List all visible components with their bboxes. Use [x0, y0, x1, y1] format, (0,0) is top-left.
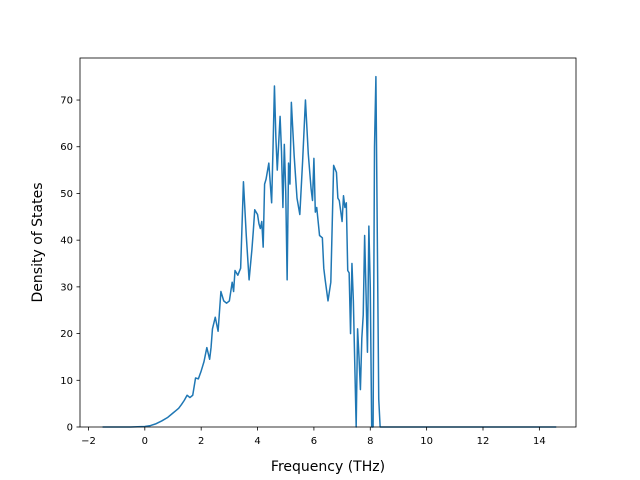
y-tick-label: 10 [60, 376, 73, 387]
y-tick-label: 60 [60, 142, 73, 153]
y-tick-label: 50 [60, 189, 73, 200]
x-tick-label: 0 [142, 436, 148, 447]
x-tick-label: 4 [254, 436, 260, 447]
x-tick-label: 10 [420, 436, 433, 447]
y-tick-label: 30 [60, 282, 73, 293]
y-axis-title: Density of States [30, 183, 46, 303]
dos-series-line [102, 75, 557, 428]
x-tick-label: −2 [81, 436, 96, 447]
y-tick-label: 0 [67, 423, 73, 434]
y-axis-ticks: 0 10 20 30 40 50 60 70 [60, 96, 80, 434]
x-tick-label: 6 [311, 436, 317, 447]
x-axis-ticks: −2 0 2 4 6 8 10 12 14 [81, 427, 546, 447]
y-tick-label: 70 [60, 96, 73, 107]
x-axis-title: Frequency (THz) [271, 459, 385, 475]
axes-frame [79, 57, 577, 428]
y-tick-label: 40 [60, 236, 73, 247]
y-tick-label: 20 [60, 329, 73, 340]
x-tick-label: 14 [533, 436, 546, 447]
x-tick-label: 2 [198, 436, 204, 447]
x-tick-label: 8 [367, 436, 373, 447]
plot-area [102, 75, 557, 428]
x-tick-label: 12 [477, 436, 490, 447]
